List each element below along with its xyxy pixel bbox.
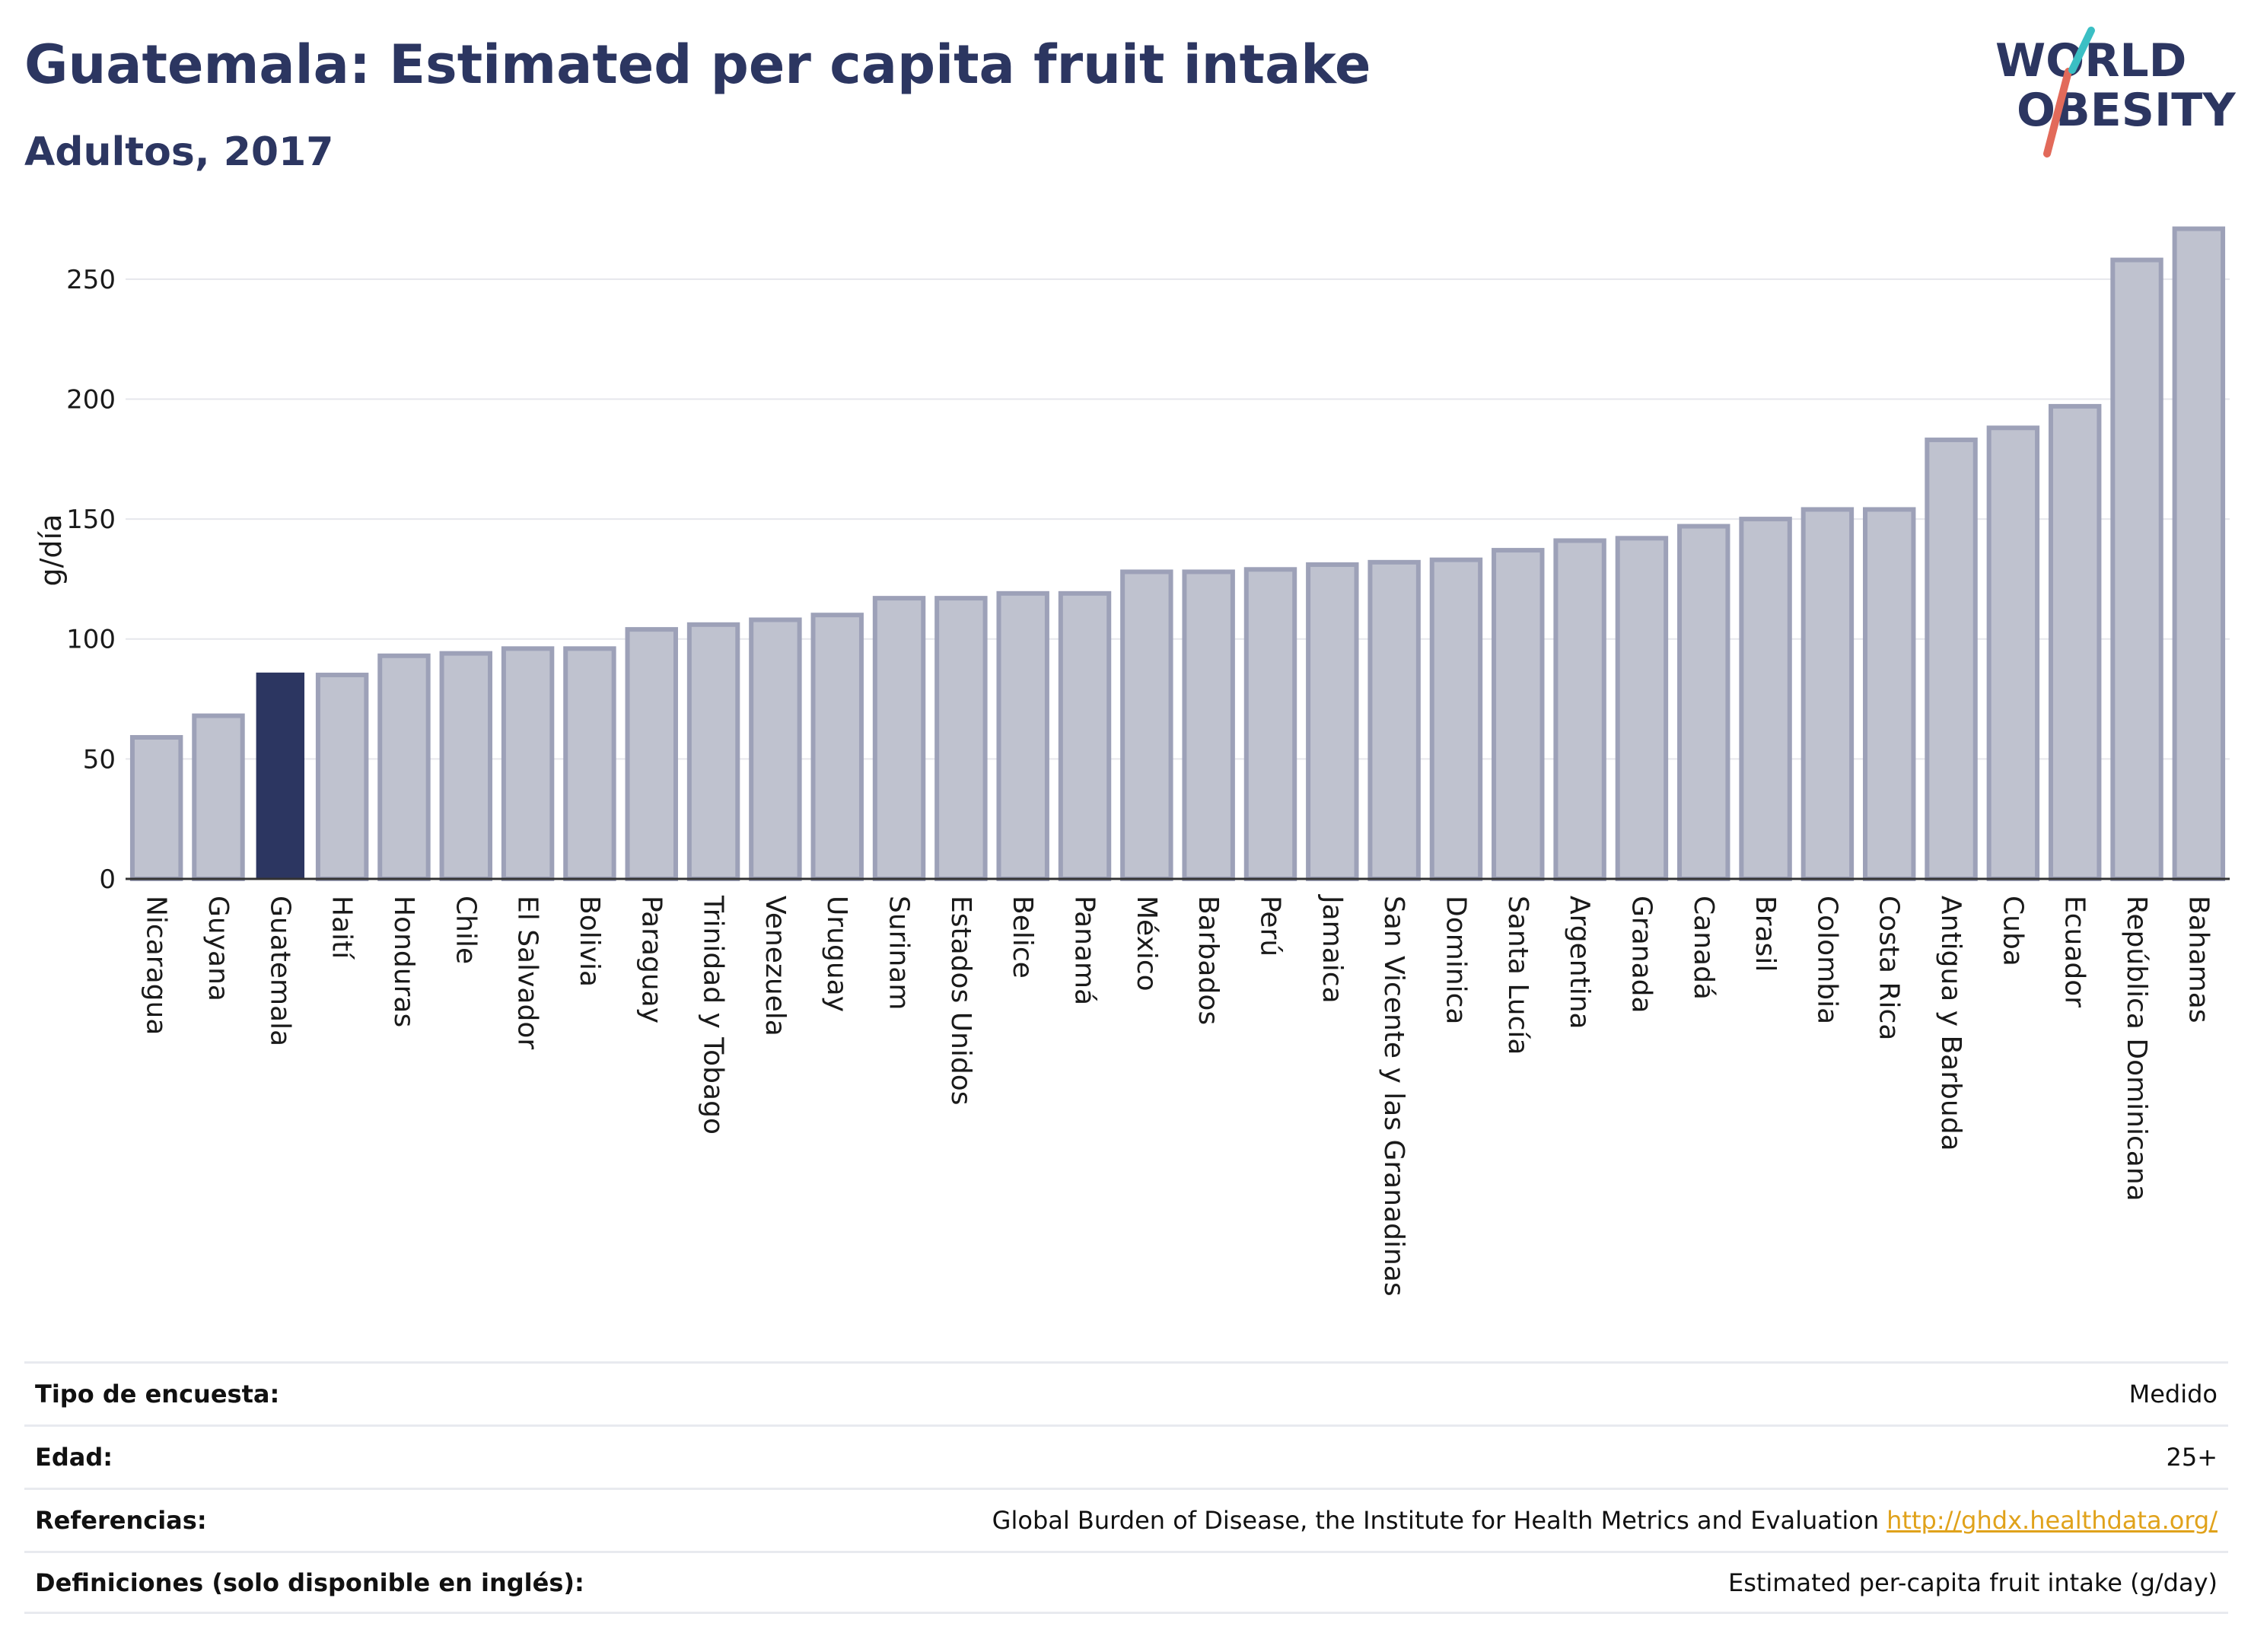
x-tick-label: Barbados: [1192, 896, 1224, 1025]
y-axis-label: g/día: [34, 514, 68, 587]
x-tick-label: Bolivia: [574, 896, 605, 987]
meta-references-wrap: Global Burden of Disease, the Institute …: [992, 1506, 2218, 1535]
x-tick-label: Santa Lucía: [1502, 896, 1533, 1055]
chart-title: Guatemala: Estimated per capita fruit in…: [24, 33, 1371, 96]
meta-row-age: Edad: 25+: [24, 1424, 2228, 1488]
y-tick-label: 50: [83, 744, 116, 775]
bar: [192, 713, 245, 882]
x-tick-label: Argentina: [1564, 896, 1595, 1030]
x-tick-label: Ecuador: [2059, 896, 2090, 1007]
x-tick-label: Dominica: [1440, 896, 1471, 1025]
meta-row-references: Referencias: Global Burden of Disease, t…: [24, 1488, 2228, 1551]
bar: [256, 672, 305, 879]
meta-label: Referencias:: [35, 1506, 207, 1535]
x-tick-label: Guyana: [202, 896, 234, 1001]
bar: [1925, 438, 1978, 881]
x-tick-label: Panamá: [1069, 896, 1100, 1005]
meta-label: Tipo de encuesta:: [35, 1380, 280, 1408]
x-tick-label: Trinidad y Tobago: [698, 895, 729, 1135]
y-tick-label: 0: [99, 864, 116, 895]
y-tick-label: 150: [66, 505, 116, 535]
bar: [625, 627, 678, 882]
bar: [996, 590, 1049, 881]
meta-label: Edad:: [35, 1443, 113, 1472]
x-tick-label: El Salvador: [512, 896, 543, 1049]
x-tick-label: Canadá: [1688, 896, 1719, 1000]
x-tick-label: Brasil: [1750, 896, 1781, 972]
meta-row-survey-type: Tipo de encuesta: Medido: [24, 1361, 2228, 1424]
bar: [810, 613, 864, 881]
bar: [501, 646, 555, 881]
x-tick-label: Granada: [1625, 896, 1657, 1014]
meta-label: Definiciones (solo disponible en inglés)…: [35, 1568, 584, 1597]
x-tick-label: México: [1131, 896, 1162, 992]
meta-value: Estimated per-capita fruit intake (g/day…: [1727, 1568, 2218, 1597]
chart-subtitle: Adultos, 2017: [24, 129, 334, 175]
bar: [563, 646, 616, 881]
x-tick-label: Bahamas: [2183, 896, 2214, 1023]
bar: [2048, 403, 2102, 881]
bar: [315, 673, 369, 881]
bar: [2110, 257, 2163, 881]
bar: [1739, 517, 1792, 881]
bar: [686, 622, 740, 881]
bar: [1986, 425, 2040, 881]
bar: [1863, 507, 1916, 881]
x-tick-label: Costa Rica: [1874, 896, 1905, 1040]
x-tick-label: Paraguay: [635, 896, 667, 1023]
bar: [934, 596, 988, 881]
bar: [1243, 567, 1297, 881]
bar: [1058, 590, 1112, 881]
x-tick-label: Cuba: [1997, 896, 2028, 966]
logo-line-1: WORLD: [1995, 34, 2186, 88]
meta-value: 25+: [2166, 1443, 2218, 1472]
x-tick-label: Belice: [1007, 896, 1038, 979]
x-tick-label: Honduras: [388, 896, 419, 1027]
x-tick-label: Haití: [326, 896, 358, 960]
reference-link[interactable]: http://ghdx.healthdata.org/: [1886, 1506, 2218, 1535]
world-obesity-logo: WORLD OBESITY: [1995, 27, 2237, 158]
x-tick-label: Jamaica: [1317, 894, 1348, 1004]
x-tick-label: Chile: [450, 896, 481, 964]
bar: [2172, 226, 2226, 881]
bar: [1615, 536, 1669, 882]
x-tick-label: Nicaragua: [141, 896, 172, 1035]
x-tick-label: Antigua y Barbuda: [1935, 896, 1966, 1151]
x-tick-label: Perú: [1254, 896, 1285, 957]
bar: [1677, 524, 1730, 881]
meta-row-definitions: Definiciones (solo disponible en inglés)…: [24, 1551, 2228, 1614]
bar: [1182, 569, 1235, 882]
x-tick-label: Surinam: [884, 896, 915, 1010]
bar: [1553, 538, 1606, 881]
bar: [1429, 557, 1483, 881]
bar: [1367, 559, 1421, 882]
x-tick-label: Colombia: [1811, 896, 1842, 1024]
bar: [1120, 569, 1173, 882]
metadata-table: Tipo de encuesta: Medido Edad: 25+ Refer…: [24, 1361, 2228, 1614]
x-tick-label: Uruguay: [821, 896, 852, 1012]
bar: [377, 653, 431, 882]
x-tick-label: República Dominicana: [2121, 896, 2152, 1202]
bar: [439, 651, 492, 881]
x-tick-label: Venezuela: [759, 896, 791, 1036]
bar: [129, 734, 183, 881]
x-tick-label: Guatemala: [264, 896, 295, 1046]
bar: [1800, 507, 1855, 881]
y-tick-label: 250: [66, 265, 116, 295]
x-tick-label: Estados Unidos: [945, 896, 976, 1106]
y-tick-label: 100: [66, 625, 116, 655]
x-tick-label: San Vicente y las Granadinas: [1378, 896, 1409, 1297]
meta-value: Global Burden of Disease, the Institute …: [992, 1506, 1880, 1535]
bar: [749, 617, 802, 881]
bar: [872, 596, 926, 881]
bar-chart: 0 50 100 150 200 250 g/día Nicaragua Guyana Guate…: [34, 226, 2230, 1297]
y-tick-label: 200: [66, 384, 116, 415]
bar: [1306, 562, 1359, 881]
meta-value: Medido: [2128, 1380, 2218, 1408]
bar: [1492, 548, 1545, 881]
